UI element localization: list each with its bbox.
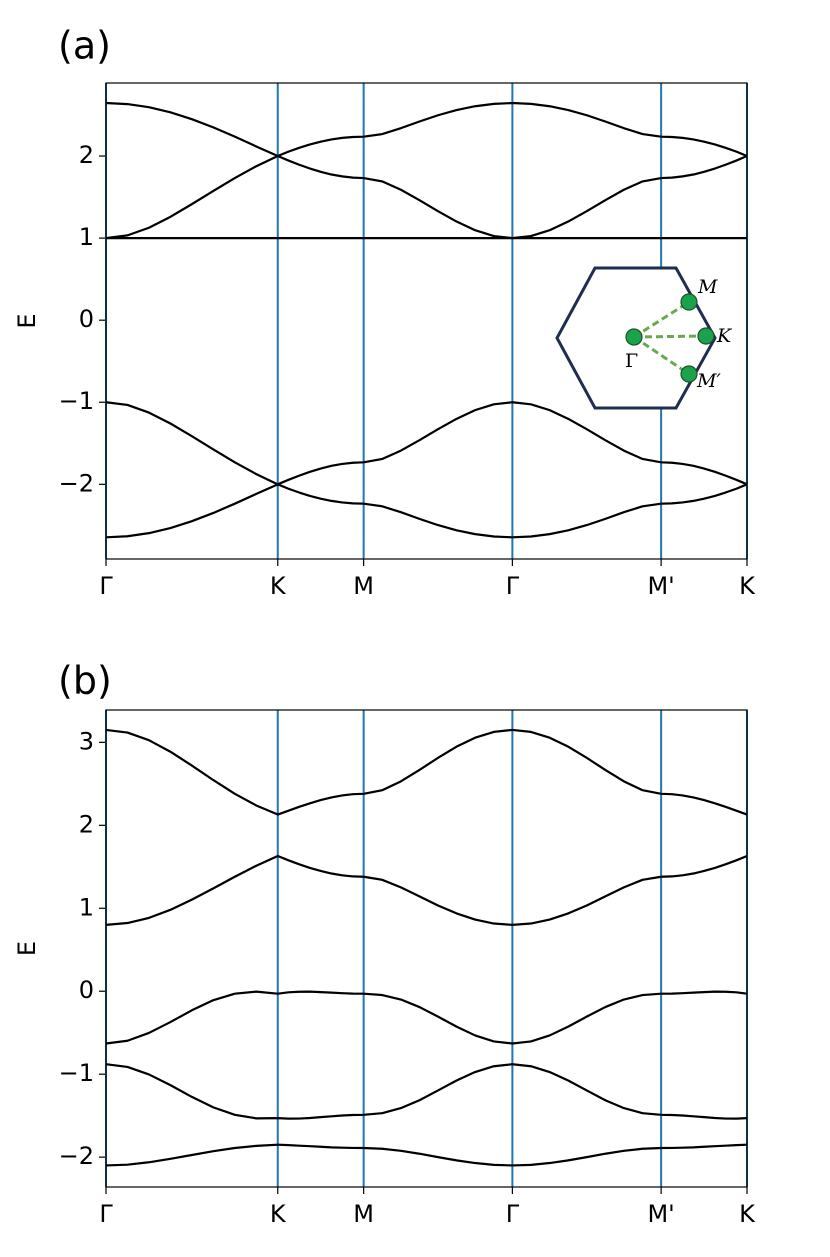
y-tick-label: 1 xyxy=(79,223,94,251)
point xyxy=(680,293,698,311)
y-tick-label: 0 xyxy=(79,976,94,1004)
band-line xyxy=(105,854,748,926)
y-tick-label: 2 xyxy=(79,810,94,838)
y-axis-label: E xyxy=(13,941,41,956)
inset-label: M xyxy=(697,276,718,298)
inset-label: Γ xyxy=(625,350,638,372)
brillouin-zone-inset: M K Γ M′ xyxy=(555,266,733,410)
band-line xyxy=(105,990,748,1045)
y-tick-label: −1 xyxy=(59,387,94,415)
y-tick-label: −1 xyxy=(59,1059,94,1087)
inset-label: M′ xyxy=(696,370,721,392)
panel-label: (b) xyxy=(58,659,112,703)
x-tick-label: M xyxy=(353,572,374,600)
plot-frame xyxy=(105,709,748,1188)
dash-line xyxy=(633,335,690,376)
band-line xyxy=(105,1143,748,1167)
x-tick-label: Γ xyxy=(506,1200,520,1228)
y-tick-label: 1 xyxy=(79,893,94,921)
panel-label: (a) xyxy=(58,24,111,68)
inset-label: K xyxy=(716,325,733,347)
point xyxy=(680,365,698,383)
y-tick-label: −2 xyxy=(59,469,94,497)
x-tick-label: Γ xyxy=(506,572,520,600)
point xyxy=(625,328,643,346)
band-line xyxy=(105,728,748,816)
x-tick-label: M' xyxy=(647,572,674,600)
y-tick-label: 2 xyxy=(79,141,94,169)
x-tick-label: K xyxy=(739,1200,756,1228)
band-line xyxy=(105,1063,748,1120)
x-tick-label: K xyxy=(270,1200,287,1228)
x-tick-label: Γ xyxy=(99,572,113,600)
x-tick-label: Γ xyxy=(99,1200,113,1228)
band-line xyxy=(105,483,748,539)
y-tick-label: −2 xyxy=(59,1142,94,1170)
x-tick-label: K xyxy=(270,572,287,600)
point xyxy=(697,327,715,345)
band-line xyxy=(105,101,748,158)
dash-line xyxy=(633,334,707,339)
x-tick-label: K xyxy=(739,572,756,600)
paths xyxy=(633,300,707,376)
x-tick-label: M xyxy=(353,1200,374,1228)
y-axis-label: E xyxy=(13,313,41,328)
plot-frame xyxy=(105,82,748,560)
y-tick-label: 3 xyxy=(79,727,94,755)
band-line xyxy=(105,401,748,486)
band-line xyxy=(105,154,748,240)
y-tick-label: 0 xyxy=(79,305,94,333)
x-tick-label: M' xyxy=(647,1200,674,1228)
points xyxy=(625,293,715,383)
